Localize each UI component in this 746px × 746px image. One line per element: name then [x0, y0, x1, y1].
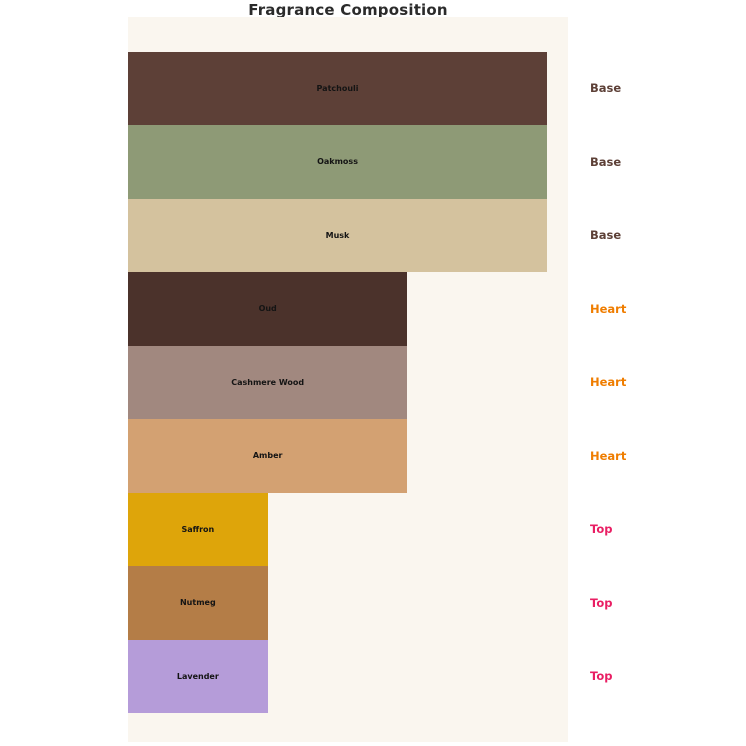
group-label-base-patchouli: Base [590, 81, 622, 96]
group-label-top-saffron: Top [590, 522, 613, 537]
bar-saffron: Saffron [128, 492, 268, 566]
bar-oakmoss: Oakmoss [128, 125, 548, 199]
bar-label-patchouli: Patchouli [316, 83, 359, 93]
bar-label-amber: Amber [252, 451, 283, 461]
group-label-heart-oud: Heart [590, 301, 627, 316]
bar-lavender: Lavender [128, 639, 268, 713]
bar-oud: Oud [128, 272, 408, 346]
group-label-base-musk: Base [590, 228, 622, 243]
bar-label-saffron: Saffron [181, 524, 215, 534]
bar-amber: Amber [128, 419, 408, 493]
bar-label-oud: Oud [258, 304, 277, 314]
bar-musk: Musk [128, 198, 548, 272]
bar-label-cashmere-wood: Cashmere Wood [231, 377, 305, 387]
bar-cashmere-wood: Cashmere Wood [128, 345, 408, 419]
group-label-base-oakmoss: Base [590, 154, 622, 169]
chart-title: Fragrance Composition [248, 1, 448, 19]
group-label-top-nutmeg: Top [590, 595, 613, 610]
group-label-heart-cashmere-wood: Heart [590, 375, 627, 390]
bar-nutmeg: Nutmeg [128, 566, 268, 640]
group-label-top-lavender: Top [590, 669, 613, 684]
bar-label-musk: Musk [325, 230, 350, 240]
plot-area: Patchouli Oakmoss Musk Oud Cashmere Wood Ambe… [128, 17, 568, 742]
bar-patchouli: Patchouli [128, 51, 548, 125]
bar-label-nutmeg: Nutmeg [179, 598, 216, 608]
bar-label-lavender: Lavender [176, 671, 219, 681]
group-label-heart-amber: Heart [590, 448, 627, 463]
bar-label-oakmoss: Oakmoss [317, 157, 358, 167]
